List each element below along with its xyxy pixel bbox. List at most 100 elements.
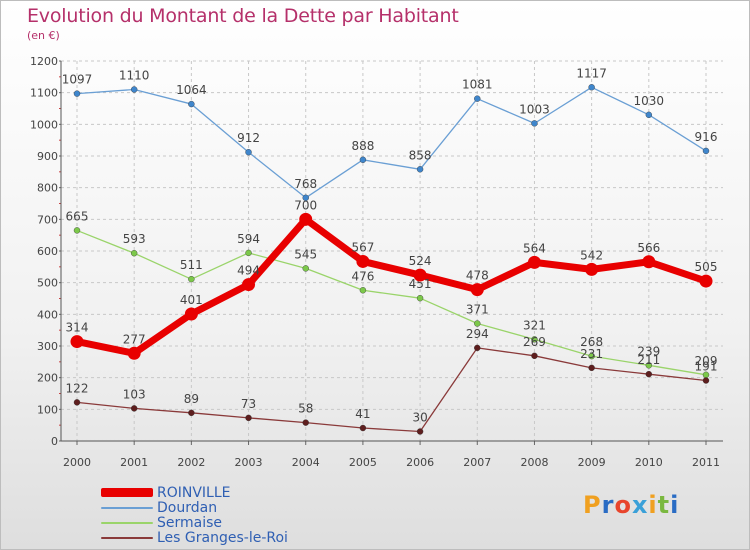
point-dourdan (416, 166, 424, 173)
point-dourdan (702, 147, 710, 155)
data-label-roinville: 564 (523, 241, 546, 255)
data-label-sermaise: 321 (523, 318, 546, 332)
data-label-sermaise: 268 (580, 335, 603, 349)
point-les-granges-le-roi (474, 344, 481, 352)
data-label-les-granges-le-roi: 58 (298, 402, 313, 416)
x-tick-label: 2007 (463, 456, 491, 469)
point-sermaise (416, 294, 424, 302)
data-label-dourdan: 858 (409, 148, 432, 162)
legend-swatch-dourdan (101, 506, 153, 509)
logo-letter: t (657, 491, 671, 519)
legend-label-dourdan: Dourdan (157, 499, 218, 516)
point-les-granges-le-roi (531, 352, 538, 360)
x-tick-label: 2005 (349, 456, 377, 469)
point-dourdan (588, 84, 595, 91)
point-roinville (356, 254, 370, 268)
x-tick-label: 2009 (578, 456, 606, 469)
data-label-roinville: 505 (695, 260, 718, 274)
point-les-granges-le-roi (645, 370, 653, 378)
data-label-roinville: 542 (580, 248, 603, 262)
chart-legend: ROINVILLE Dourdan Sermaise Les Granges-l… (101, 485, 288, 545)
legend-item-sermaise[interactable]: Sermaise (101, 515, 288, 530)
data-label-dourdan: 768 (294, 177, 317, 191)
data-label-dourdan: 1097 (62, 73, 93, 87)
data-label-dourdan: 888 (351, 139, 374, 153)
legend-swatch-granges (101, 536, 153, 539)
legend-label-roinville: ROINVILLE (157, 484, 231, 501)
line-chart: 0 100 200 300 400 500 600 700 800 900 1000 1100 1200… (30, 55, 723, 469)
data-label-roinville: 494 (237, 264, 260, 278)
data-label-les-granges-le-roi: 231 (580, 347, 603, 361)
legend-swatch-sermaise (101, 521, 153, 524)
point-roinville (585, 262, 599, 276)
point-les-granges-le-roi (245, 414, 252, 422)
point-roinville (699, 274, 713, 288)
legend-item-dourdan[interactable]: Dourdan (101, 500, 288, 515)
legend-item-roinville[interactable]: ROINVILLE (101, 485, 288, 500)
data-label-sermaise: 593 (123, 232, 146, 246)
data-label-sermaise: 239 (637, 344, 660, 358)
point-sermaise (645, 362, 653, 369)
y-tick-label: 1000 (30, 118, 58, 131)
data-label-sermaise: 665 (66, 209, 89, 223)
point-les-granges-le-roi (188, 409, 195, 417)
data-label-sermaise: 476 (351, 269, 374, 283)
point-roinville (299, 212, 313, 226)
data-label-roinville: 277 (123, 332, 146, 346)
point-sermaise (302, 265, 309, 272)
point-dourdan (645, 111, 653, 119)
point-dourdan (302, 194, 309, 202)
point-roinville (242, 278, 256, 292)
legend-item-granges[interactable]: Les Granges-le-Roi (101, 530, 288, 545)
y-tick-label: 500 (37, 277, 58, 290)
point-roinville (527, 255, 541, 269)
y-tick-label: 700 (37, 213, 58, 226)
chart-title: Evolution du Montant de la Dette par Hab… (27, 5, 459, 27)
point-dourdan (474, 95, 481, 102)
data-label-sermaise: 594 (237, 232, 260, 246)
x-tick-label: 2006 (406, 456, 434, 469)
legend-swatch-roinville (101, 488, 153, 497)
point-sermaise (245, 249, 252, 257)
x-tick-label: 2000 (63, 456, 91, 469)
y-tick-label: 1100 (30, 87, 58, 100)
data-label-les-granges-le-roi: 73 (241, 397, 256, 411)
data-label-les-granges-le-roi: 30 (412, 411, 427, 425)
data-label-les-granges-le-roi: 122 (66, 381, 89, 395)
point-sermaise (588, 352, 595, 360)
data-label-les-granges-le-roi: 269 (523, 335, 546, 349)
x-tick-label: 2003 (235, 456, 263, 469)
y-tick-label: 800 (37, 182, 58, 195)
x-tick-label: 2002 (177, 456, 205, 469)
point-dourdan (531, 120, 538, 127)
data-label-les-granges-le-roi: 103 (123, 387, 146, 401)
point-roinville (70, 335, 84, 349)
point-les-granges-le-roi (359, 424, 367, 432)
data-label-les-granges-le-roi: 294 (466, 327, 489, 341)
y-tick-label: 400 (37, 308, 58, 321)
data-label-roinville: 567 (351, 240, 374, 254)
x-tick-label: 2010 (635, 456, 663, 469)
point-roinville (184, 307, 198, 321)
logo-letter: o (614, 491, 632, 519)
data-label-roinville: 401 (180, 293, 203, 307)
x-tick-label: 2008 (520, 456, 548, 469)
data-label-roinville: 314 (66, 321, 89, 335)
data-label-roinville: 700 (294, 198, 317, 212)
series-line-les-granges-le-roi (76, 347, 707, 433)
chart-subtitle: (en €) (27, 29, 60, 42)
point-dourdan (245, 148, 252, 156)
data-label-les-granges-le-roi: 89 (184, 392, 199, 406)
series-line-dourdan (76, 86, 707, 199)
data-label-roinville: 478 (466, 269, 489, 283)
data-label-dourdan: 912 (237, 131, 260, 145)
y-tick-label: 900 (37, 150, 58, 163)
point-dourdan (130, 86, 138, 93)
point-sermaise (188, 275, 195, 283)
series-line-roinville (73, 215, 710, 357)
y-tick-label: 1200 (30, 55, 58, 68)
y-tick-label: 100 (37, 403, 58, 416)
point-sermaise (531, 336, 538, 343)
data-label-les-granges-le-roi: 211 (637, 353, 660, 367)
